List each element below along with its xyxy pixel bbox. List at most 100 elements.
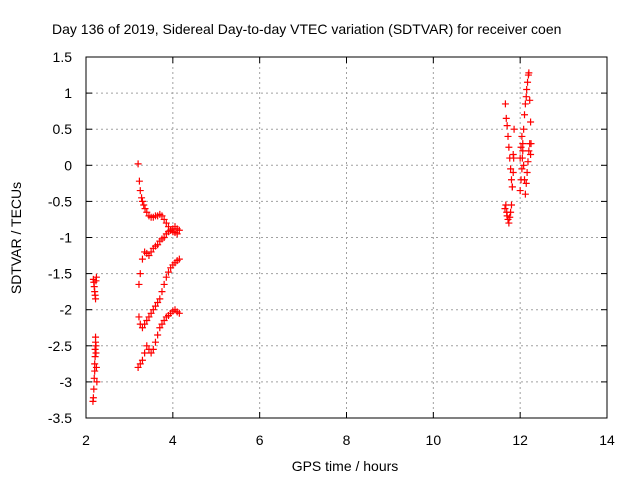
data-point — [524, 78, 532, 86]
data-point — [92, 363, 100, 371]
x-tick-label: 6 — [256, 432, 264, 448]
data-point — [527, 118, 535, 126]
data-point — [160, 234, 168, 241]
data-point — [509, 150, 517, 158]
data-point — [521, 100, 529, 108]
data-point — [135, 280, 143, 288]
data-point — [141, 349, 149, 357]
data-point — [141, 205, 149, 213]
data-point — [156, 324, 164, 332]
data-points — [89, 69, 535, 405]
data-point — [138, 194, 146, 202]
data-point — [503, 122, 511, 130]
data-point — [147, 309, 155, 317]
data-point — [158, 320, 166, 328]
y-tick-label: -3 — [60, 374, 73, 390]
series-satellite-track-e — [135, 255, 183, 332]
data-point — [501, 100, 509, 108]
y-tick-label: -2.5 — [48, 338, 72, 354]
data-point — [519, 147, 527, 155]
data-point — [92, 349, 100, 357]
data-point — [140, 201, 148, 209]
series-satellite-track-j — [516, 132, 535, 198]
data-point — [507, 208, 515, 216]
data-point — [92, 333, 100, 341]
data-point — [90, 385, 98, 393]
y-tick-label: 0.5 — [53, 121, 73, 137]
data-point — [91, 360, 99, 368]
data-point — [521, 111, 529, 119]
data-point — [91, 345, 99, 353]
data-point — [175, 255, 183, 263]
data-point — [507, 176, 515, 184]
data-point — [520, 161, 528, 169]
data-point — [501, 205, 509, 213]
x-tick-label: 10 — [426, 432, 442, 448]
data-point — [158, 288, 166, 296]
data-point — [506, 213, 514, 221]
series-satellite-track-i — [516, 69, 535, 195]
data-point — [147, 349, 155, 357]
data-point — [135, 313, 143, 321]
grid-lines — [86, 57, 607, 418]
data-point — [160, 280, 168, 288]
data-point — [164, 268, 172, 276]
data-point — [507, 201, 515, 209]
data-point — [506, 154, 514, 162]
data-point — [151, 302, 159, 310]
chart-title: Day 136 of 2019, Sidereal Day-to-day VTE… — [52, 21, 561, 37]
data-point — [154, 331, 162, 339]
data-point — [509, 169, 517, 177]
data-point — [145, 252, 153, 260]
data-point — [149, 345, 157, 353]
data-point — [158, 212, 166, 220]
x-tick-label: 14 — [599, 432, 615, 448]
x-tick-label: 4 — [169, 432, 177, 448]
series-satellite-track-b — [89, 333, 101, 405]
data-point — [162, 273, 170, 281]
data-point — [518, 132, 526, 140]
data-point — [145, 313, 153, 321]
data-point — [138, 324, 146, 332]
data-point — [525, 69, 533, 77]
data-point — [134, 160, 142, 168]
data-point — [510, 125, 518, 133]
data-point — [520, 125, 528, 133]
data-point — [90, 374, 98, 382]
data-point — [151, 338, 159, 346]
data-point — [502, 114, 510, 122]
data-point — [517, 143, 525, 151]
data-point — [516, 154, 524, 162]
y-tick-label: -2 — [60, 302, 73, 318]
data-point — [138, 356, 146, 364]
data-point — [523, 169, 531, 177]
data-point — [507, 165, 515, 173]
x-tick-label: 2 — [82, 432, 90, 448]
data-point — [149, 306, 157, 314]
series-satellite-track-h — [501, 100, 518, 191]
y-tick-label: -1 — [60, 230, 73, 246]
data-point — [91, 367, 99, 375]
data-point — [135, 177, 143, 185]
data-point — [516, 187, 524, 195]
data-point — [162, 219, 170, 227]
data-point — [136, 270, 144, 278]
series-satellite-track-a — [89, 273, 100, 303]
data-point — [91, 353, 99, 361]
data-point — [92, 342, 100, 350]
data-point — [518, 165, 526, 173]
data-point — [526, 140, 534, 148]
series-satellite-track-f — [134, 306, 183, 371]
data-point — [160, 317, 168, 325]
x-axis-label: GPS time / hours — [292, 458, 399, 474]
data-point — [505, 143, 513, 151]
data-point — [524, 158, 532, 166]
data-point — [154, 298, 162, 306]
data-point — [143, 208, 151, 216]
y-tick-label: -1.5 — [48, 266, 72, 282]
data-point — [136, 187, 144, 195]
data-point — [156, 295, 164, 303]
x-tick-label: 12 — [512, 432, 528, 448]
data-point — [134, 363, 142, 371]
